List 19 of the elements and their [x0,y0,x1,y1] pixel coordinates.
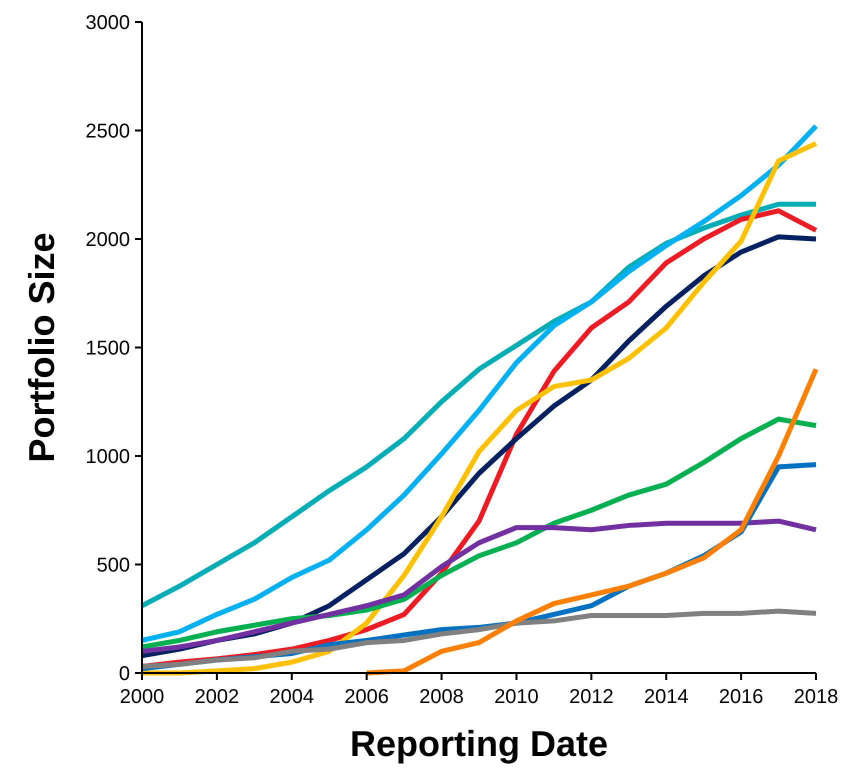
x-tick-label: 2006 [344,686,389,708]
x-tick-label: 2012 [569,686,614,708]
x-tick-label: 2000 [120,686,164,708]
y-tick-label: 1500 [86,338,130,360]
x-tick-label: 2018 [794,686,838,708]
y-tick-label: 500 [96,554,130,576]
y-tick-label: 0 [118,663,130,685]
x-tick-label: 2010 [494,686,539,708]
x-tick-label: 2004 [270,686,314,708]
x-tick-label: 2016 [718,686,764,708]
x-tick-label: 2014 [644,686,688,708]
y-tick-label: 1000 [86,446,130,468]
y-tick-label: 3000 [86,12,130,34]
x-tick-label: 2002 [194,686,240,708]
y-tick-label: 2000 [86,229,130,251]
x-tick-label: 2008 [419,686,464,708]
y-tick-label: 2500 [86,120,130,142]
y-axis-title: Portfolio Size [21,232,62,463]
x-axis-title: Reporting Date [350,723,608,764]
